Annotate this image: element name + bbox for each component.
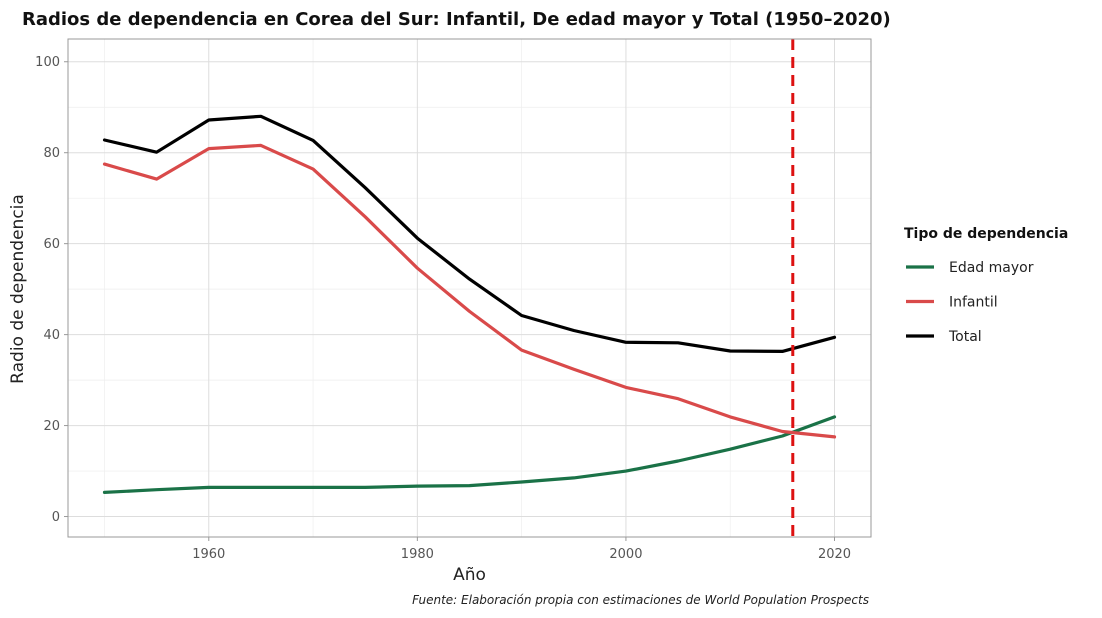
series-line-total [102,114,837,353]
x-axis-label: Año [453,565,486,585]
chart-title: Radios de dependencia en Corea del Sur: … [22,9,891,30]
caption: Fuente: Elaboración propia con estimacio… [412,593,869,607]
series-layer [102,114,837,494]
y-tick-label: 80 [43,146,60,161]
y-tick-label: 60 [43,237,60,252]
series-line-edad-mayor [102,415,837,494]
y-tick-label: 20 [43,419,60,434]
grid [68,39,871,537]
x-tick-label: 2000 [609,547,642,562]
x-tick-label: 2020 [818,547,851,562]
legend-label: Total [948,329,982,345]
x-tick-labels: 1960 1980 2000 2020 [192,537,851,562]
y-tick-label: 100 [35,55,60,70]
legend: Tipo de dependencia Edad mayor Infantil To… [904,226,1068,345]
legend-title: Tipo de dependencia [904,226,1068,242]
plot-border [67,38,872,538]
y-tick-label: 40 [43,328,60,343]
y-tick-label: 0 [52,510,60,525]
y-tick-labels: 0 20 40 60 80 100 [35,55,68,525]
x-tick-label: 1980 [401,547,434,562]
series-line-infantil [102,143,837,439]
legend-label: Infantil [949,295,998,311]
x-tick-label: 1960 [192,547,225,562]
legend-label: Edad mayor [949,260,1034,276]
y-axis-label: Radio de dependencia [8,194,28,384]
